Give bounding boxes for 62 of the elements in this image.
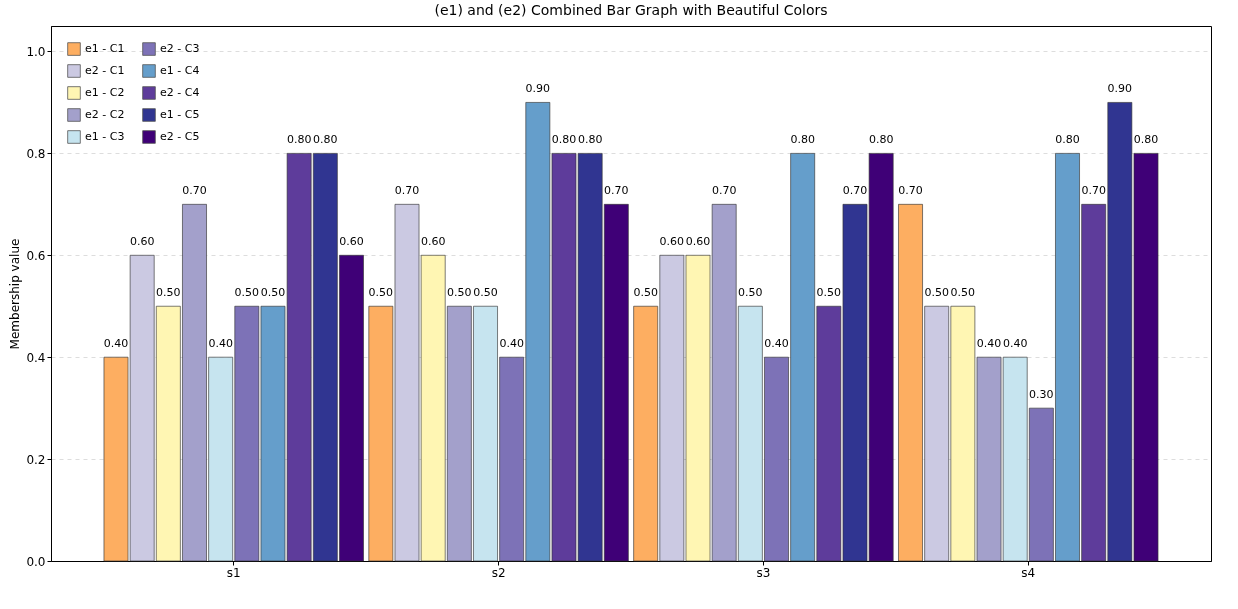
data-label: 0.50 [924,286,949,300]
data-label: 0.40 [1002,337,1028,351]
data-label: 0.40 [499,337,524,351]
legend-label: e1 - C4 [160,64,200,77]
y-tick-label: 0.4 [26,350,46,365]
data-label: 0.40 [208,337,233,351]
x-tick-label: s2 [491,565,506,580]
data-label: 0.70 [898,184,923,198]
data-label: 0.70 [604,184,629,198]
data-label: 0.70 [711,184,737,198]
data-label: 0.60 [420,235,446,249]
data-label: 0.50 [738,286,763,300]
data-label: 0.80 [577,133,603,147]
data-label: 0.30 [1029,388,1054,402]
legend-label: e1 - C5 [160,108,200,121]
y-tick-label: 0.6 [26,248,46,263]
data-label: 0.40 [976,337,1002,351]
data-label: 0.70 [1081,184,1106,198]
data-label: 0.80 [286,133,312,147]
data-label: 0.50 [447,286,472,300]
data-label: 0.80 [313,133,338,147]
legend-label: e2 - C5 [160,130,200,143]
data-label: 0.70 [842,184,868,198]
x-tick-label: s4 [1021,565,1036,580]
legend-label: e2 - C3 [160,42,200,56]
data-label: 0.50 [816,286,842,300]
data-label: 0.80 [790,133,815,147]
y-tick-label: 0.0 [26,554,46,569]
data-label: 0.80 [1133,133,1159,147]
y-axis-title: Membership value [8,238,23,350]
data-label: 0.50 [368,286,394,300]
x-tick-label: s3 [756,565,771,580]
data-label: 0.50 [260,286,286,300]
legend-label: e2 - C1 [85,64,125,77]
data-label: 0.80 [868,133,894,147]
data-label: 0.50 [234,286,260,300]
data-label: 0.70 [182,184,207,198]
y-tick-label: 0.8 [26,146,46,161]
legend-label: e1 - C2 [85,86,125,99]
data-label: 0.60 [129,235,155,249]
x-tick-label: s1 [226,565,241,580]
data-label: 0.60 [339,235,364,249]
data-label: 0.50 [473,286,498,300]
data-label: 0.50 [950,286,976,300]
legend-label: e1 - C1 [85,42,125,56]
chart-title: (e1) and (e2) Combined Bar Graph with Beautiful Colors [434,2,828,18]
data-label: 0.40 [103,337,129,351]
data-label: 0.70 [394,184,420,198]
data-label: 0.90 [1107,82,1133,96]
y-tick-label: 0.2 [26,452,46,467]
legend-label: e2 - C4 [160,86,200,99]
data-label: 0.60 [685,235,711,249]
y-tick-label: 1.0 [26,44,46,59]
legend-label: e1 - C3 [85,130,125,143]
data-label: 0.90 [525,82,551,96]
data-label: 0.40 [764,337,789,351]
data-label: 0.80 [551,133,577,147]
data-label: 0.80 [1055,133,1080,147]
data-label: 0.60 [659,235,685,249]
data-label: 0.50 [156,286,181,300]
data-label: 0.50 [633,286,658,300]
legend-label: e2 - C2 [85,108,125,121]
